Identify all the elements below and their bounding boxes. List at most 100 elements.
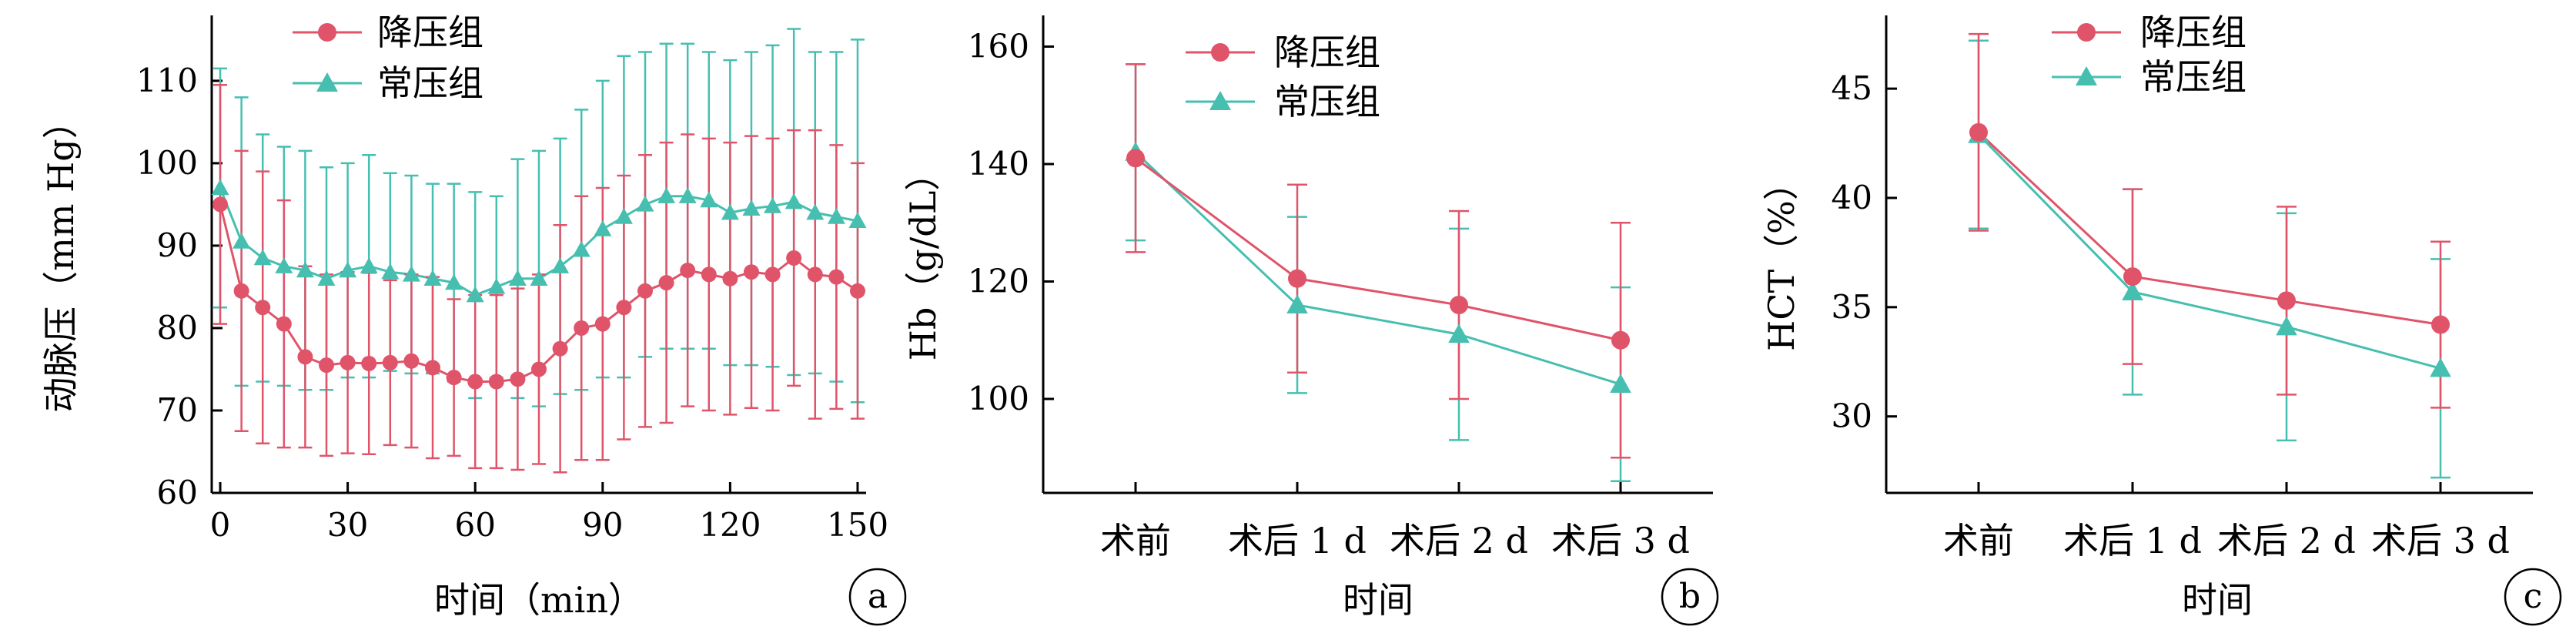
data-point: [1450, 296, 1468, 314]
chart-panel-b: 100 120 140 160 术前 术后 1 d 术后 2 d 术后 3 d 时间 Hb（g/d…: [902, 15, 1719, 626]
legend-label: 常压组: [377, 62, 483, 104]
x-tick-label: 0: [210, 506, 231, 544]
series-line: [1977, 131, 2441, 327]
data-point: [488, 374, 504, 390]
markers-normal: [1968, 123, 2451, 377]
chart-panel-a: 60 70 80 90 100 110 0 30 60 90 120 150 时间（min） 动脉压（mm…: [40, 12, 907, 626]
x-tick-label: 30: [327, 506, 368, 544]
data-point: [445, 273, 463, 290]
data-point: [233, 283, 249, 299]
data-point: [657, 187, 676, 203]
data-point: [276, 316, 292, 332]
series-line: [1134, 151, 1621, 386]
x-tick-label: 术后 3 d: [2371, 520, 2510, 561]
x-tick-label: 术后 1 d: [1228, 520, 1367, 561]
x-axis-label: 时间: [2182, 579, 2253, 621]
data-point: [423, 270, 442, 286]
data-point: [510, 371, 526, 387]
data-point: [467, 374, 483, 390]
data-point: [425, 360, 441, 376]
legend-label: 降压组: [2140, 12, 2246, 53]
markers-normal: [211, 179, 867, 303]
x-tick-label: 术前: [1943, 520, 2014, 561]
series-line: [1135, 157, 1621, 342]
data-point: [2123, 267, 2142, 286]
x-tick-label: 90: [582, 506, 623, 544]
data-point: [636, 195, 654, 212]
data-point: [403, 353, 420, 369]
data-point: [360, 257, 378, 273]
markers-normal: [1125, 141, 1631, 393]
x-tick-label: 60: [454, 506, 495, 544]
data-point: [742, 199, 761, 216]
data-point: [678, 187, 697, 203]
y-tick-label: 40: [1832, 179, 1872, 216]
data-point: [381, 263, 400, 280]
x-tick-label: 150: [827, 506, 888, 544]
data-point: [700, 191, 718, 208]
data-point: [446, 370, 462, 386]
data-point: [848, 212, 867, 229]
series-normal: [1969, 39, 2451, 479]
data-point: [317, 270, 336, 286]
data-point: [508, 270, 527, 286]
y-axis-label: 动脉压（mm Hg）: [40, 103, 82, 412]
data-point: [466, 286, 484, 303]
y-axis-label: HCT（%）: [1761, 165, 1802, 351]
data-point: [382, 354, 398, 370]
data-point: [574, 320, 590, 336]
legend-label: 常压组: [2140, 56, 2246, 98]
data-point: [594, 316, 611, 332]
legend-marker: [1209, 91, 1231, 110]
data-point: [212, 196, 229, 213]
data-point: [1611, 330, 1630, 350]
data-point: [807, 266, 823, 283]
data-point: [339, 261, 357, 278]
data-point: [2430, 357, 2451, 377]
series-line: [1977, 133, 2441, 370]
legend-label: 常压组: [1274, 81, 1380, 122]
legend-marker: [1211, 43, 1229, 62]
markers-reduced: [1969, 122, 2450, 334]
data-point: [2122, 281, 2143, 301]
x-axis-label: 时间（min）: [434, 579, 644, 621]
y-tick-label: 45: [1832, 69, 1872, 107]
y-tick-label: 35: [1832, 288, 1872, 326]
y-axis-label: Hb（g/dL）: [902, 156, 944, 361]
data-point: [1126, 149, 1145, 168]
data-point: [255, 300, 271, 316]
chart-panel-c: 30 35 40 45 术前 术后 1 d 术后 2 d 术后 3 d 时间 HCT（%） 降压组常…: [1761, 12, 2562, 626]
data-point: [253, 249, 272, 266]
x-tick-label: 术后 2 d: [1390, 520, 1528, 561]
data-point: [1610, 374, 1631, 393]
panel-label: a: [868, 577, 888, 616]
data-point: [658, 275, 674, 291]
x-tick-label: 120: [699, 506, 761, 544]
data-point: [530, 270, 548, 286]
data-point: [297, 349, 313, 365]
y-tick-label: 160: [968, 28, 1029, 65]
x-tick-label: 术后 2 d: [2217, 520, 2356, 561]
y-tick-label: 30: [1832, 397, 1872, 435]
data-point: [594, 220, 612, 236]
legend-label: 降压组: [377, 12, 483, 53]
data-point: [786, 250, 802, 266]
panel-label-circle: [2504, 568, 2562, 626]
data-point: [487, 277, 506, 294]
data-point: [743, 264, 759, 280]
data-point: [828, 269, 845, 285]
data-point: [1288, 269, 1306, 288]
data-point: [319, 357, 335, 374]
x-tick-label: 术前: [1100, 520, 1171, 561]
y-tick-label: 60: [157, 474, 198, 511]
y-tick-label: 110: [136, 62, 198, 99]
data-point: [637, 283, 653, 299]
data-point: [806, 203, 825, 220]
data-point: [572, 240, 590, 257]
markers-reduced: [1126, 149, 1630, 350]
data-point: [1448, 323, 1470, 343]
